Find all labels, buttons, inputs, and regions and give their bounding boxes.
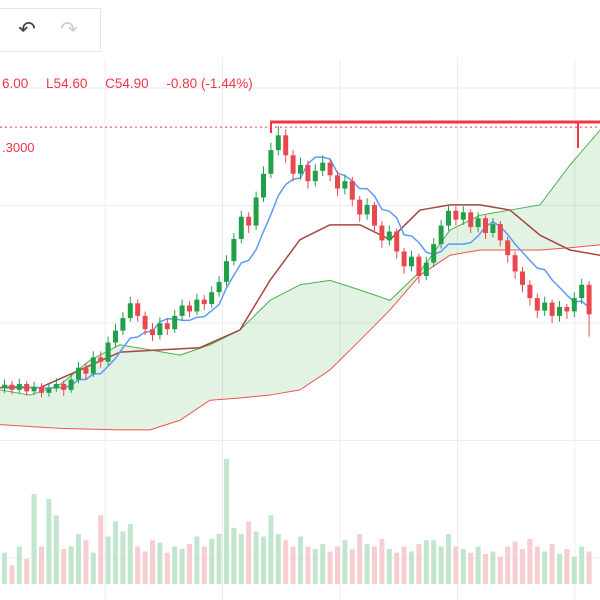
price-line-label: .3000 (2, 140, 35, 155)
redo-icon: ↷ (60, 18, 78, 41)
undo-icon: ↶ (18, 18, 36, 41)
undo-button[interactable]: ↶ (8, 11, 46, 49)
top-toolbar: ↶ ↷ (0, 0, 600, 56)
legend-low: L54.60 (46, 76, 88, 91)
undo-redo-panel: ↶ ↷ (0, 8, 101, 52)
candles-layer (2, 125, 592, 398)
legend-change: -0.80 (-1.44%) (166, 76, 253, 91)
volume-layer (2, 459, 592, 584)
legend-high: 6.00 (2, 76, 29, 91)
price-alert-lines[interactable] (0, 120, 600, 148)
legend-close: C54.90 (105, 76, 149, 91)
ichimoku-cloud (0, 130, 600, 430)
ohlc-legend: 6.00 L54.60 C54.90 -0.80 (-1.44%) (2, 76, 267, 91)
redo-button[interactable]: ↷ (50, 11, 88, 49)
